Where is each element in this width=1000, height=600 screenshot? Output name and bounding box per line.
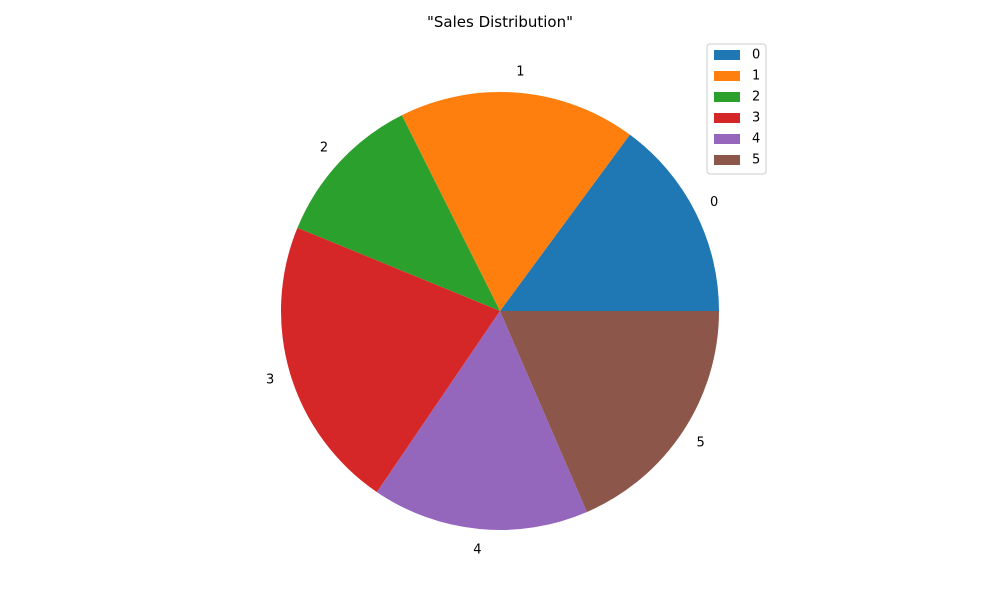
legend-swatch-2 — [714, 92, 740, 102]
legend-swatch-5 — [714, 155, 740, 165]
slice-label-4: 4 — [473, 542, 481, 557]
slice-label-2: 2 — [320, 140, 328, 155]
pie-slices — [280, 91, 719, 530]
pie-slice-4 — [376, 311, 587, 530]
slice-label-1: 1 — [516, 64, 524, 79]
pie-slice-0 — [500, 134, 719, 311]
legend-label-1: 1 — [752, 69, 760, 84]
legend-swatch-0 — [714, 50, 740, 60]
pie-slice-2 — [297, 115, 500, 312]
legend-swatch-1 — [714, 71, 740, 81]
slice-label-3: 3 — [266, 373, 274, 388]
legend-label-3: 3 — [752, 111, 760, 126]
slice-label-5: 5 — [696, 435, 704, 450]
pie-slice-3 — [280, 227, 500, 493]
legend: 0 1 2 3 4 5 — [706, 43, 767, 175]
legend-label-2: 2 — [752, 90, 760, 105]
legend-label-4: 4 — [752, 132, 760, 147]
legend-label-0: 0 — [752, 48, 760, 63]
legend-swatch-4 — [714, 134, 740, 144]
legend-swatch-3 — [714, 113, 740, 123]
slice-label-0: 0 — [710, 195, 718, 210]
pie-labels: 0 1 2 3 4 5 — [266, 64, 718, 557]
pie-slice-5 — [500, 311, 719, 512]
legend-label-5: 5 — [752, 153, 760, 168]
pie-slice-1 — [401, 91, 630, 311]
chart-title: "Sales Distribution" — [427, 13, 573, 31]
